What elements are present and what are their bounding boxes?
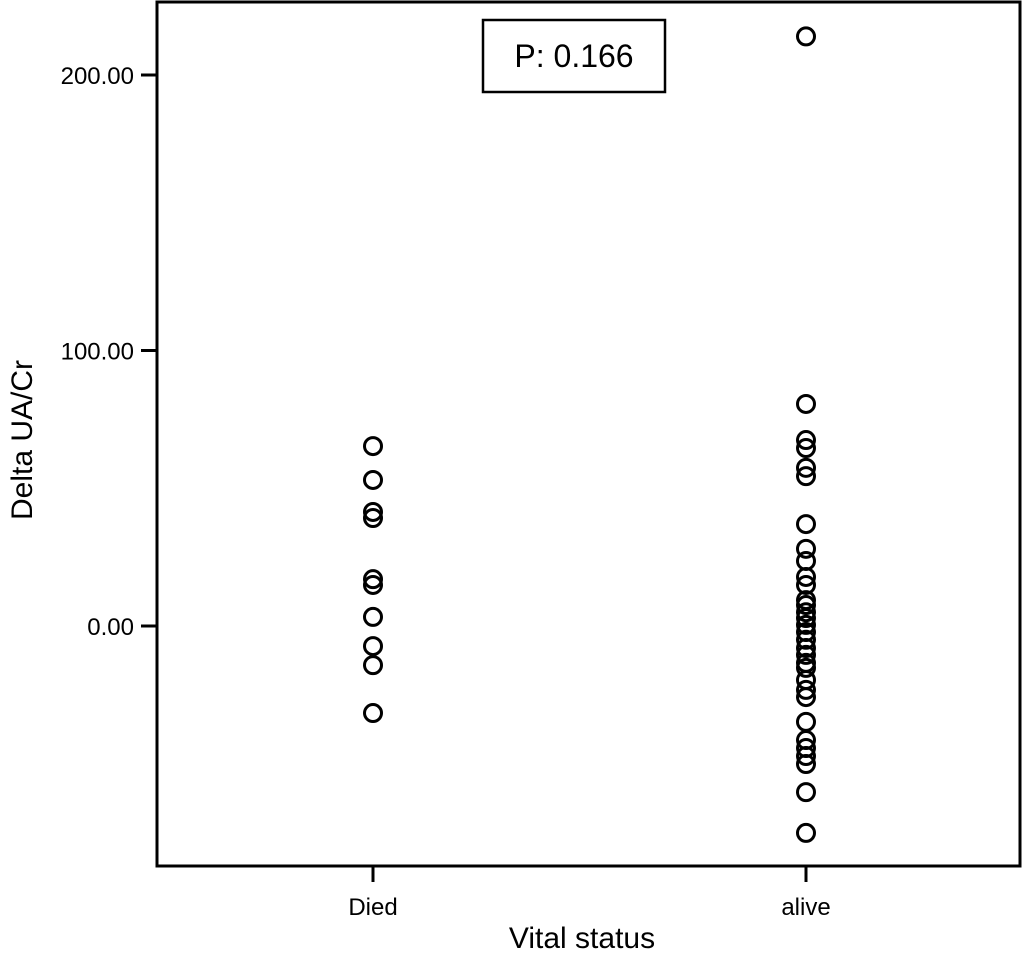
data-point [363,606,383,627]
y-axis: 0.00 100.00 200.00 [61,63,157,641]
data-point [796,644,816,665]
data-point [796,438,816,459]
data-point [796,602,816,623]
data-point [796,754,816,775]
data-point [796,711,816,732]
data-point [796,26,816,47]
data-point [363,655,383,676]
plot-frame [155,0,1022,868]
data-point [796,608,816,629]
y-tick-label: 200.00 [61,63,134,90]
data-point [796,538,816,559]
data-point [363,636,383,657]
data-point [796,466,816,487]
data-point [796,550,816,571]
data-point [796,566,816,587]
data-points [363,26,816,843]
data-point [796,657,816,678]
data-point [796,514,816,535]
p-value-box [481,18,667,94]
y-axis-label: Delta UA/Cr [6,360,39,520]
data-point [796,457,816,478]
data-point [796,574,816,595]
data-point [363,501,383,522]
data-point [796,614,816,635]
data-point [796,430,816,451]
data-point [796,687,816,708]
data-point [796,393,816,414]
data-point [796,746,816,767]
data-point [363,569,383,590]
data-point [796,638,816,659]
data-point [363,703,383,724]
data-point [363,436,383,457]
p-value-annotation: P: 0.166 [514,38,633,74]
data-point [796,782,816,803]
y-tick-label: 100.00 [61,339,134,366]
data-point [796,595,816,616]
data-point [796,629,816,650]
data-point [796,822,816,843]
data-point [796,679,816,700]
x-axis-label: Vital status [509,922,655,955]
x-tick-label: Died [348,894,397,921]
x-axis: Died alive [348,866,831,921]
y-tick-label: 0.00 [87,614,134,641]
data-point [363,508,383,529]
x-tick-label: alive [781,894,830,921]
data-point [363,574,383,595]
data-point [363,469,383,490]
